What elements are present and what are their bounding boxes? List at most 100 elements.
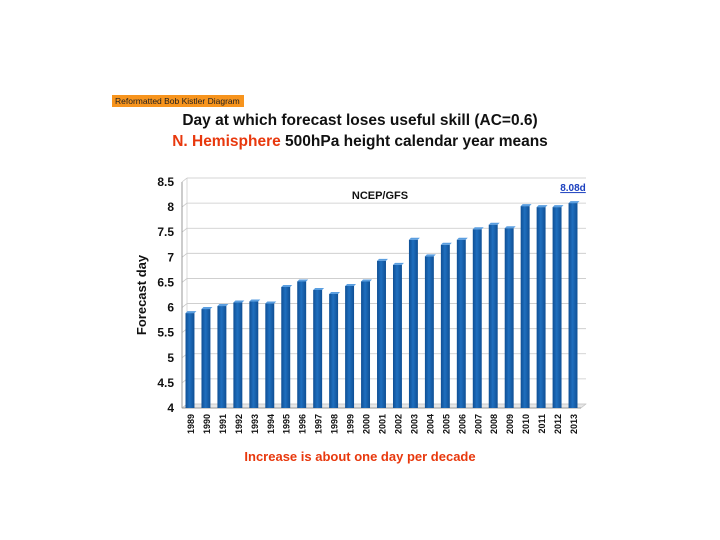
- y-tick-label: 7.5: [157, 225, 174, 239]
- y-tick-label: 5.5: [157, 326, 174, 340]
- bar-top-2007: [472, 227, 484, 230]
- bar-top-2012: [552, 205, 564, 208]
- x-tick-label: 1999: [346, 414, 356, 434]
- bar-1990: [201, 309, 211, 408]
- bar-2005: [440, 244, 450, 408]
- bar-1992: [233, 302, 243, 408]
- bar-top-2000: [361, 279, 373, 282]
- bar-top-2009: [504, 226, 516, 229]
- y-tick-label: 5: [167, 351, 174, 365]
- bar-top-1992: [233, 300, 245, 303]
- y-tick-label: 6: [167, 301, 174, 315]
- x-tick-label: 2013: [569, 414, 579, 434]
- bar-top-2002: [392, 262, 404, 265]
- x-tick-label: 1996: [298, 414, 308, 434]
- bar-top-1990: [201, 307, 213, 310]
- x-tick-label: 1995: [282, 414, 292, 434]
- chart-title-line1: Day at which forecast loses useful skill…: [182, 112, 538, 129]
- bar-1989: [185, 313, 195, 408]
- bar-1997: [313, 289, 323, 408]
- bar-2000: [361, 281, 371, 408]
- x-tick-label: 2003: [409, 414, 419, 434]
- x-tick-label: 2008: [489, 414, 499, 434]
- bar-1999: [345, 285, 355, 408]
- x-tick-label: 2007: [473, 414, 483, 434]
- bar-top-1999: [345, 283, 357, 286]
- chart-series-title: NCEP/GFS: [352, 190, 408, 202]
- bar-2001: [377, 260, 386, 408]
- bar-1995: [281, 286, 291, 408]
- bar-2002: [392, 264, 402, 408]
- gridline-side: [181, 227, 188, 233]
- gridline-side: [181, 253, 188, 258]
- x-tick-label: 1991: [218, 414, 228, 434]
- y-tick-label: 7: [167, 250, 174, 264]
- bar-2006: [456, 239, 466, 408]
- bar-top-2006: [456, 237, 468, 240]
- bar-top-1996: [297, 279, 309, 282]
- x-tick-label: 2001: [378, 414, 388, 434]
- x-tick-label: 2002: [393, 414, 403, 434]
- bar-2008: [488, 224, 498, 408]
- x-tick-label: 2011: [537, 414, 547, 434]
- bar-top-1998: [329, 291, 341, 294]
- x-tick-label: 2010: [521, 414, 531, 434]
- x-tick-label: 2004: [425, 414, 435, 434]
- x-tick-label: 1998: [330, 414, 340, 434]
- bar-top-2013: [568, 201, 580, 204]
- bar-2004: [424, 256, 434, 408]
- bar-top-1997: [313, 287, 325, 290]
- y-tick-label: 8.5: [157, 175, 174, 189]
- x-tick-label: 1993: [250, 414, 260, 434]
- y-tick-label: 6.5: [157, 275, 174, 289]
- x-tick-label: 2012: [553, 414, 563, 434]
- bar-top-2001: [377, 258, 388, 261]
- x-tick-label: 1994: [266, 414, 276, 434]
- bar-2013: [568, 203, 578, 408]
- gridline-side: [181, 202, 188, 208]
- bar-top-1995: [281, 284, 293, 287]
- bar-top-2008: [488, 222, 500, 225]
- bar-top-1993: [249, 299, 261, 302]
- bar-2012: [552, 207, 562, 408]
- bar-1993: [249, 301, 259, 408]
- x-tick-label: 2009: [505, 414, 515, 434]
- x-tick-label: 1989: [186, 414, 196, 434]
- bar-top-2005: [440, 242, 452, 245]
- bar-1998: [329, 293, 339, 408]
- x-tick-label: 1990: [202, 414, 212, 434]
- bar-2003: [408, 239, 418, 408]
- bar-top-2003: [408, 237, 420, 240]
- chart-caption: Increase is about one day per decade: [244, 449, 476, 464]
- x-tick-label: 2005: [441, 414, 451, 434]
- gridline-side: [181, 303, 188, 308]
- bar-top-1994: [265, 301, 277, 304]
- bar-2010: [520, 206, 530, 408]
- bar-1994: [265, 303, 275, 408]
- y-tick-label: 4.5: [157, 376, 174, 390]
- chart-title-line2: N. Hemisphere 500hPa height calendar yea…: [0, 133, 720, 151]
- title-line2-rest: 500hPa height calendar year means: [280, 133, 548, 150]
- x-tick-label: 1997: [314, 414, 324, 434]
- bar-2009: [504, 228, 514, 408]
- y-tick-label: 4: [167, 401, 174, 415]
- gridline-side: [181, 177, 188, 183]
- bar-2011: [536, 207, 546, 408]
- x-tick-label: 2006: [457, 414, 467, 434]
- bar-top-1991: [217, 304, 229, 307]
- bar-top-2004: [424, 254, 436, 257]
- x-tick-label: 2000: [362, 414, 372, 434]
- bar-1991: [217, 306, 227, 408]
- diagram-credit-tag: Reformatted Bob Kistler Diagram: [112, 95, 244, 107]
- bar-top-2010: [520, 204, 532, 207]
- bar-2007: [472, 229, 482, 408]
- x-tick-label: 1992: [234, 414, 244, 434]
- bar-top-1989: [185, 311, 197, 314]
- region-highlight: N. Hemisphere: [172, 133, 281, 150]
- bar-1996: [297, 281, 307, 408]
- y-axis-label: Forecast day: [134, 254, 149, 335]
- bar-top-2011: [536, 205, 548, 208]
- last-value-annotation: 8.08d: [560, 183, 586, 194]
- gridline-side: [181, 278, 188, 283]
